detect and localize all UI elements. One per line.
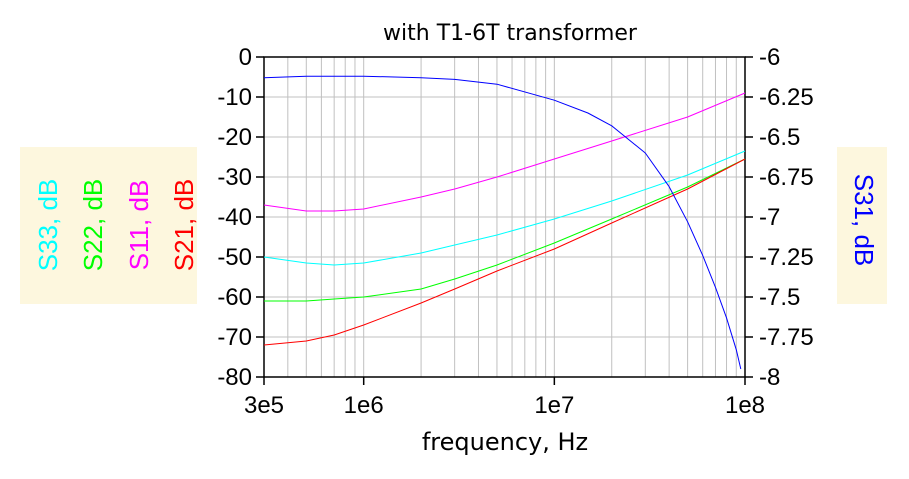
series-line-s11-db bbox=[263, 92, 746, 212]
series-line-s31-db bbox=[263, 75, 742, 370]
left-axis-label-s11-db: S11, dB bbox=[124, 180, 154, 271]
series-layer bbox=[263, 75, 746, 370]
x-tick-label: 1e8 bbox=[725, 392, 765, 419]
right-tick-label: -7 bbox=[759, 204, 780, 231]
left-axis-label-s22-db: S22, dB bbox=[78, 179, 108, 272]
left-tick-label: -70 bbox=[217, 324, 252, 351]
right-tick-label: -8 bbox=[759, 364, 780, 391]
series-line-s21-db bbox=[263, 158, 746, 346]
chart-title: with T1-6T transformer bbox=[383, 21, 638, 46]
left-axis-label-s21-db: S21, dB bbox=[169, 179, 199, 272]
right-tick-label: -7.75 bbox=[759, 324, 814, 351]
left-axis-labels: S33, dB S22, dB S11, dB S21, dB bbox=[33, 179, 199, 272]
x-tick-label: 3e5 bbox=[244, 392, 284, 419]
right-axis-label-box: S31, dB bbox=[837, 147, 887, 304]
left-axis-label-box: S33, dB S22, dB S11, dB S21, dB bbox=[20, 147, 199, 304]
left-y-axis: 0 -10 -20 -30 -40 -50 -60 -70 -80 bbox=[217, 44, 264, 391]
series-line-s33-db bbox=[263, 150, 746, 266]
left-tick-label: 0 bbox=[239, 44, 252, 71]
right-tick-label: -6 bbox=[759, 44, 780, 71]
grid bbox=[264, 57, 745, 377]
right-tick-label: -7.5 bbox=[759, 284, 800, 311]
left-tick-label: -50 bbox=[217, 244, 252, 271]
x-tick-label: 1e6 bbox=[344, 392, 384, 419]
left-tick-label: -20 bbox=[217, 124, 252, 151]
right-tick-label: -6.75 bbox=[759, 164, 814, 191]
left-tick-label: -60 bbox=[217, 284, 252, 311]
left-tick-label: -10 bbox=[217, 84, 252, 111]
right-tick-label: -6.5 bbox=[759, 124, 800, 151]
right-y-axis: -6 -6.25 -6.5 -6.75 -7 -7.25 -7.5 -7.75 -8 bbox=[745, 44, 814, 391]
right-tick-label: -6.25 bbox=[759, 84, 814, 111]
left-tick-label: -80 bbox=[217, 364, 252, 391]
x-axis-label: frequency, Hz bbox=[422, 428, 588, 456]
left-tick-label: -30 bbox=[217, 164, 252, 191]
left-axis-label-s33-db: S33, dB bbox=[33, 179, 63, 272]
right-axis-label: S31, dB bbox=[849, 174, 879, 267]
x-tick-label: 1e7 bbox=[534, 392, 574, 419]
x-axis: 3e5 1e6 1e7 1e8 bbox=[244, 377, 765, 419]
right-tick-label: -7.25 bbox=[759, 244, 814, 271]
left-tick-label: -40 bbox=[217, 204, 252, 231]
series-line-s22-db bbox=[264, 158, 746, 302]
